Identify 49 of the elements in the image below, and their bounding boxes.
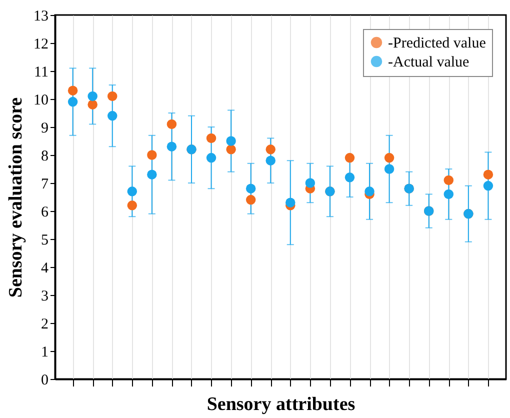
legend-label: -Predicted value <box>388 36 486 52</box>
point <box>226 136 236 146</box>
point <box>444 189 454 200</box>
point <box>444 175 454 186</box>
point <box>246 184 256 194</box>
point <box>384 164 394 174</box>
y-tick-label: 4 <box>41 260 49 276</box>
y-tick-label: 11 <box>34 64 48 80</box>
y-tick-label: 5 <box>41 232 48 248</box>
y-tick-label: 1 <box>41 344 48 360</box>
x-axis-title: Sensory attributes <box>206 394 356 415</box>
point <box>305 178 316 188</box>
y-tick-label: 13 <box>34 8 48 24</box>
point <box>88 100 98 110</box>
point <box>384 152 394 163</box>
legend-label: -Actual value <box>388 54 470 70</box>
y-tick-label: 0 <box>41 372 48 388</box>
y-tick-label: 12 <box>34 36 48 52</box>
y-tick-label: 10 <box>34 92 48 108</box>
point <box>483 180 494 191</box>
point <box>68 96 78 107</box>
point <box>127 200 138 210</box>
y-tick-label: 6 <box>41 204 49 220</box>
point <box>364 186 374 196</box>
point <box>286 198 296 208</box>
y-tick-label: 8 <box>41 148 48 164</box>
y-tick-label: 9 <box>41 120 48 136</box>
point <box>127 186 138 196</box>
point <box>107 91 118 102</box>
point <box>88 91 98 102</box>
point <box>226 144 236 154</box>
point <box>344 152 355 163</box>
point <box>344 172 355 182</box>
y-tick-label: 2 <box>41 316 48 332</box>
y-tick-label: 3 <box>41 288 48 304</box>
point <box>206 133 216 144</box>
point <box>147 150 157 160</box>
point <box>107 110 118 121</box>
y-tick-label: 7 <box>41 176 49 192</box>
point <box>246 194 256 205</box>
point <box>266 156 276 166</box>
point <box>206 152 216 163</box>
point <box>166 119 177 130</box>
point <box>266 144 276 154</box>
point <box>68 86 78 96</box>
point <box>166 142 177 152</box>
point <box>483 170 494 180</box>
point <box>147 170 157 180</box>
y-axis-title: Sensory evaluation score <box>6 97 26 298</box>
